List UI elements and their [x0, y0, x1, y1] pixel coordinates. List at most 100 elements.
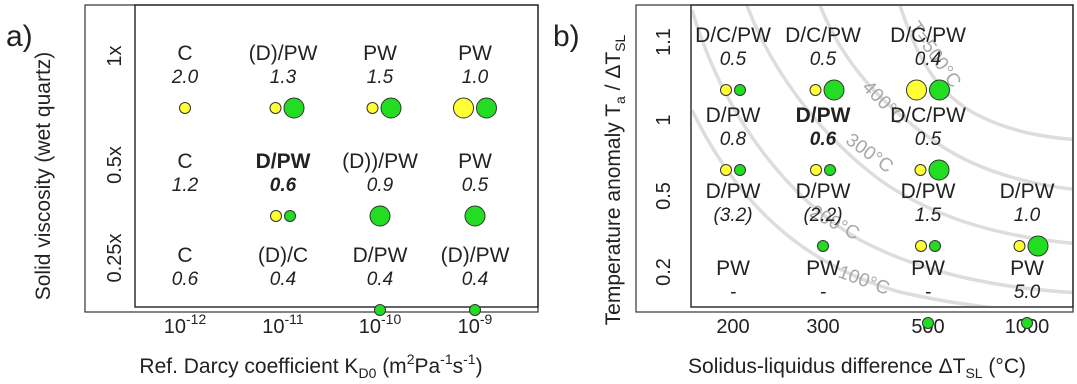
panel-a-cells: C2.0(D)/PW1.3PW1.5PW1.0C1.2D/PW0.6(D))/P… — [171, 42, 510, 316]
panel-b-label: b) — [553, 20, 580, 53]
panel-b-green-marker — [734, 84, 746, 96]
panel-a-ticks: 10-12 10-11 10-10 10-9 1x 0.5x 0.25x — [104, 45, 493, 338]
panel-a-cell-mode: (D))/PW — [342, 150, 418, 173]
panel-b-cell-r3-c3: D/PW1.5 — [901, 180, 956, 252]
panel-a-green-marker — [469, 304, 481, 316]
panel-a-xlabel-sub: D0 — [358, 365, 376, 381]
panel-a-cell-mode: D/PW — [256, 150, 311, 173]
panel-b-green-marker — [817, 240, 829, 252]
panel-a-y-tick-label: 0.25x — [104, 234, 126, 283]
panel-b-cell-mode: D/C/PW — [785, 24, 861, 47]
panel-a-cell-mode: (D)/C — [258, 244, 308, 267]
panel-a-cell-r3-c2: (D)/C0.4 — [258, 244, 308, 290]
panel-b-ticks: 20030050010001.110.50.2 — [653, 28, 1049, 338]
panel-b-cell-r2-c1: D/PW0.8 — [706, 104, 761, 176]
panel-a-xlabel-units: (m — [376, 355, 406, 378]
panel-a-x-tick-label: 10-12 — [164, 311, 207, 338]
panel-a-green-marker — [374, 304, 386, 316]
panel-b-ylabel-sub1: a — [612, 96, 628, 104]
panel-b-cell-r4-c4: PW5.0 — [1010, 257, 1044, 329]
panel-b-green-marker — [929, 240, 941, 252]
panel-b-x-tick-label: 300 — [806, 316, 839, 338]
panel-a-x-tick-label: 10-9 — [458, 311, 493, 338]
panel-a-cell-value: 1.2 — [172, 175, 199, 196]
panel-b-y-tick-label: 0.2 — [653, 258, 675, 286]
panel-b-xlabel-sub: SL — [965, 365, 982, 381]
panel-b-cell-value: 0.6 — [810, 129, 837, 150]
panel-b-cell-mode: D/PW — [796, 104, 851, 127]
panel-a-yellow-marker — [270, 210, 282, 222]
panel-b-cell-mode: D/PW — [706, 104, 761, 127]
panel-b-yellow-marker — [914, 164, 927, 176]
panel-a-green-marker — [369, 205, 391, 227]
panel-b-cell-r2-c3: D/C/PW0.5 — [890, 104, 966, 181]
panel-a-cell-value: 0.6 — [270, 175, 297, 196]
panel-b-cell-r3-c2: D/PW(2.2) — [796, 180, 851, 252]
panel-a-cell-r2-c2: D/PW0.6 — [256, 150, 311, 222]
panel-a-cell-r3-c1: C0.6 — [172, 244, 199, 290]
panel-b-isotherm-curves — [692, 6, 1072, 306]
panel-b-cell-mode: D/PW — [1000, 180, 1055, 203]
panel-a-yellow-marker — [179, 102, 191, 114]
panel-b-isotherm-curve — [692, 109, 993, 306]
panel-b-green-marker — [823, 79, 845, 101]
panel-b-cell-mode: D/C/PW — [890, 24, 966, 47]
panel-b-ylabel: Temperature anomaly Ta / ΔTSL — [602, 34, 628, 325]
panel-b-x-tick-label: 200 — [716, 316, 749, 338]
panel-a-cell-mode: PW — [458, 42, 492, 65]
panel-a-cell-mode: (D)/PW — [249, 42, 318, 65]
panel-b-isotherm-label: 100°C — [835, 262, 892, 300]
panel-a-cell-value: 0.5 — [462, 175, 489, 196]
panel-b-cell-mode: D/PW — [706, 180, 761, 203]
panel-b-cell-value: (3.2) — [713, 205, 752, 226]
panel-a-plot-frame — [134, 4, 539, 308]
panel-b-green-marker — [928, 159, 950, 181]
panel-b-green-marker — [1027, 235, 1049, 257]
panel-b-cell-r4-c2: PW- — [806, 257, 840, 303]
panel-b-cell-r3-c4: D/PW1.0 — [1000, 180, 1055, 257]
panel-b-isotherm-curve — [692, 9, 1072, 295]
panel-b-cell-r4-c1: PW- — [716, 257, 750, 303]
panel-a-xlabel: Ref. Darcy coefficient KD0 (m2Pa-1s-1) — [139, 351, 482, 381]
panel-a-yellow-marker — [269, 102, 282, 114]
panel-b-y-tick-label: 0.5 — [653, 182, 675, 210]
panel-b-cell-mode: PW — [1010, 257, 1044, 280]
panel-a-y-tick-label: 0.5x — [104, 146, 126, 184]
panel-b-yellow-marker — [810, 164, 822, 176]
panel-b-cell-value: - — [820, 282, 826, 303]
panel-a-green-marker — [380, 97, 402, 119]
panel-a-green-marker — [283, 97, 305, 119]
panel-b-cell-mode: D/PW — [901, 180, 956, 203]
panel-b-cell-r1-c1: D/C/PW0.5 — [695, 24, 771, 96]
panel-a-cell-value: 1.5 — [367, 67, 394, 88]
panel-a-cell-r1-c2: (D)/PW1.3 — [249, 42, 318, 119]
panel-b-green-marker — [1021, 317, 1033, 329]
panel-b-cell-r1-c2: D/C/PW0.5 — [785, 24, 861, 101]
panel-b-yellow-marker — [915, 240, 927, 252]
panel-b-cell-r1-c3: D/C/PW0.4 — [890, 24, 966, 101]
panel-a-cell-r2-c3: (D))/PW0.9 — [342, 150, 418, 227]
panel-b-green-marker — [929, 79, 950, 101]
panel-a-xlabel-main: Ref. Darcy coefficient K — [139, 355, 358, 378]
panel-a-cell-value: 0.6 — [172, 269, 199, 290]
panel-b-cell-value: - — [730, 282, 736, 303]
panel-b-green-marker — [922, 317, 934, 329]
panel-b-yellow-marker — [720, 164, 732, 176]
panel-a-green-marker — [464, 205, 486, 227]
panel-b-cell-value: - — [925, 282, 931, 303]
panel-a-yellow-marker — [366, 102, 379, 114]
panel-b-xlabel-post: (°C) — [983, 355, 1026, 378]
panel-a-cell-value: 0.4 — [270, 269, 296, 290]
panel-a-cell-r1-c3: PW1.5 — [363, 42, 402, 119]
panel-a-cell-mode: PW — [363, 42, 397, 65]
panel-a-cell-mode: C — [177, 150, 192, 173]
panel-b-cell-value: 0.5 — [915, 129, 942, 150]
panel-a-cell-r1-c1: C2.0 — [171, 42, 199, 114]
panel-a: a) Solid viscosity (wet quartz) Ref. Dar… — [6, 4, 539, 381]
panel-b-cell-mode: PW — [806, 257, 840, 280]
panel-b-cell-value: 0.5 — [720, 49, 747, 70]
panel-a-xlabel-close: ) — [476, 355, 483, 378]
panel-b-cell-r2-c2: D/PW0.6 — [796, 104, 851, 176]
panel-a-cell-r3-c3: D/PW0.4 — [353, 244, 408, 316]
